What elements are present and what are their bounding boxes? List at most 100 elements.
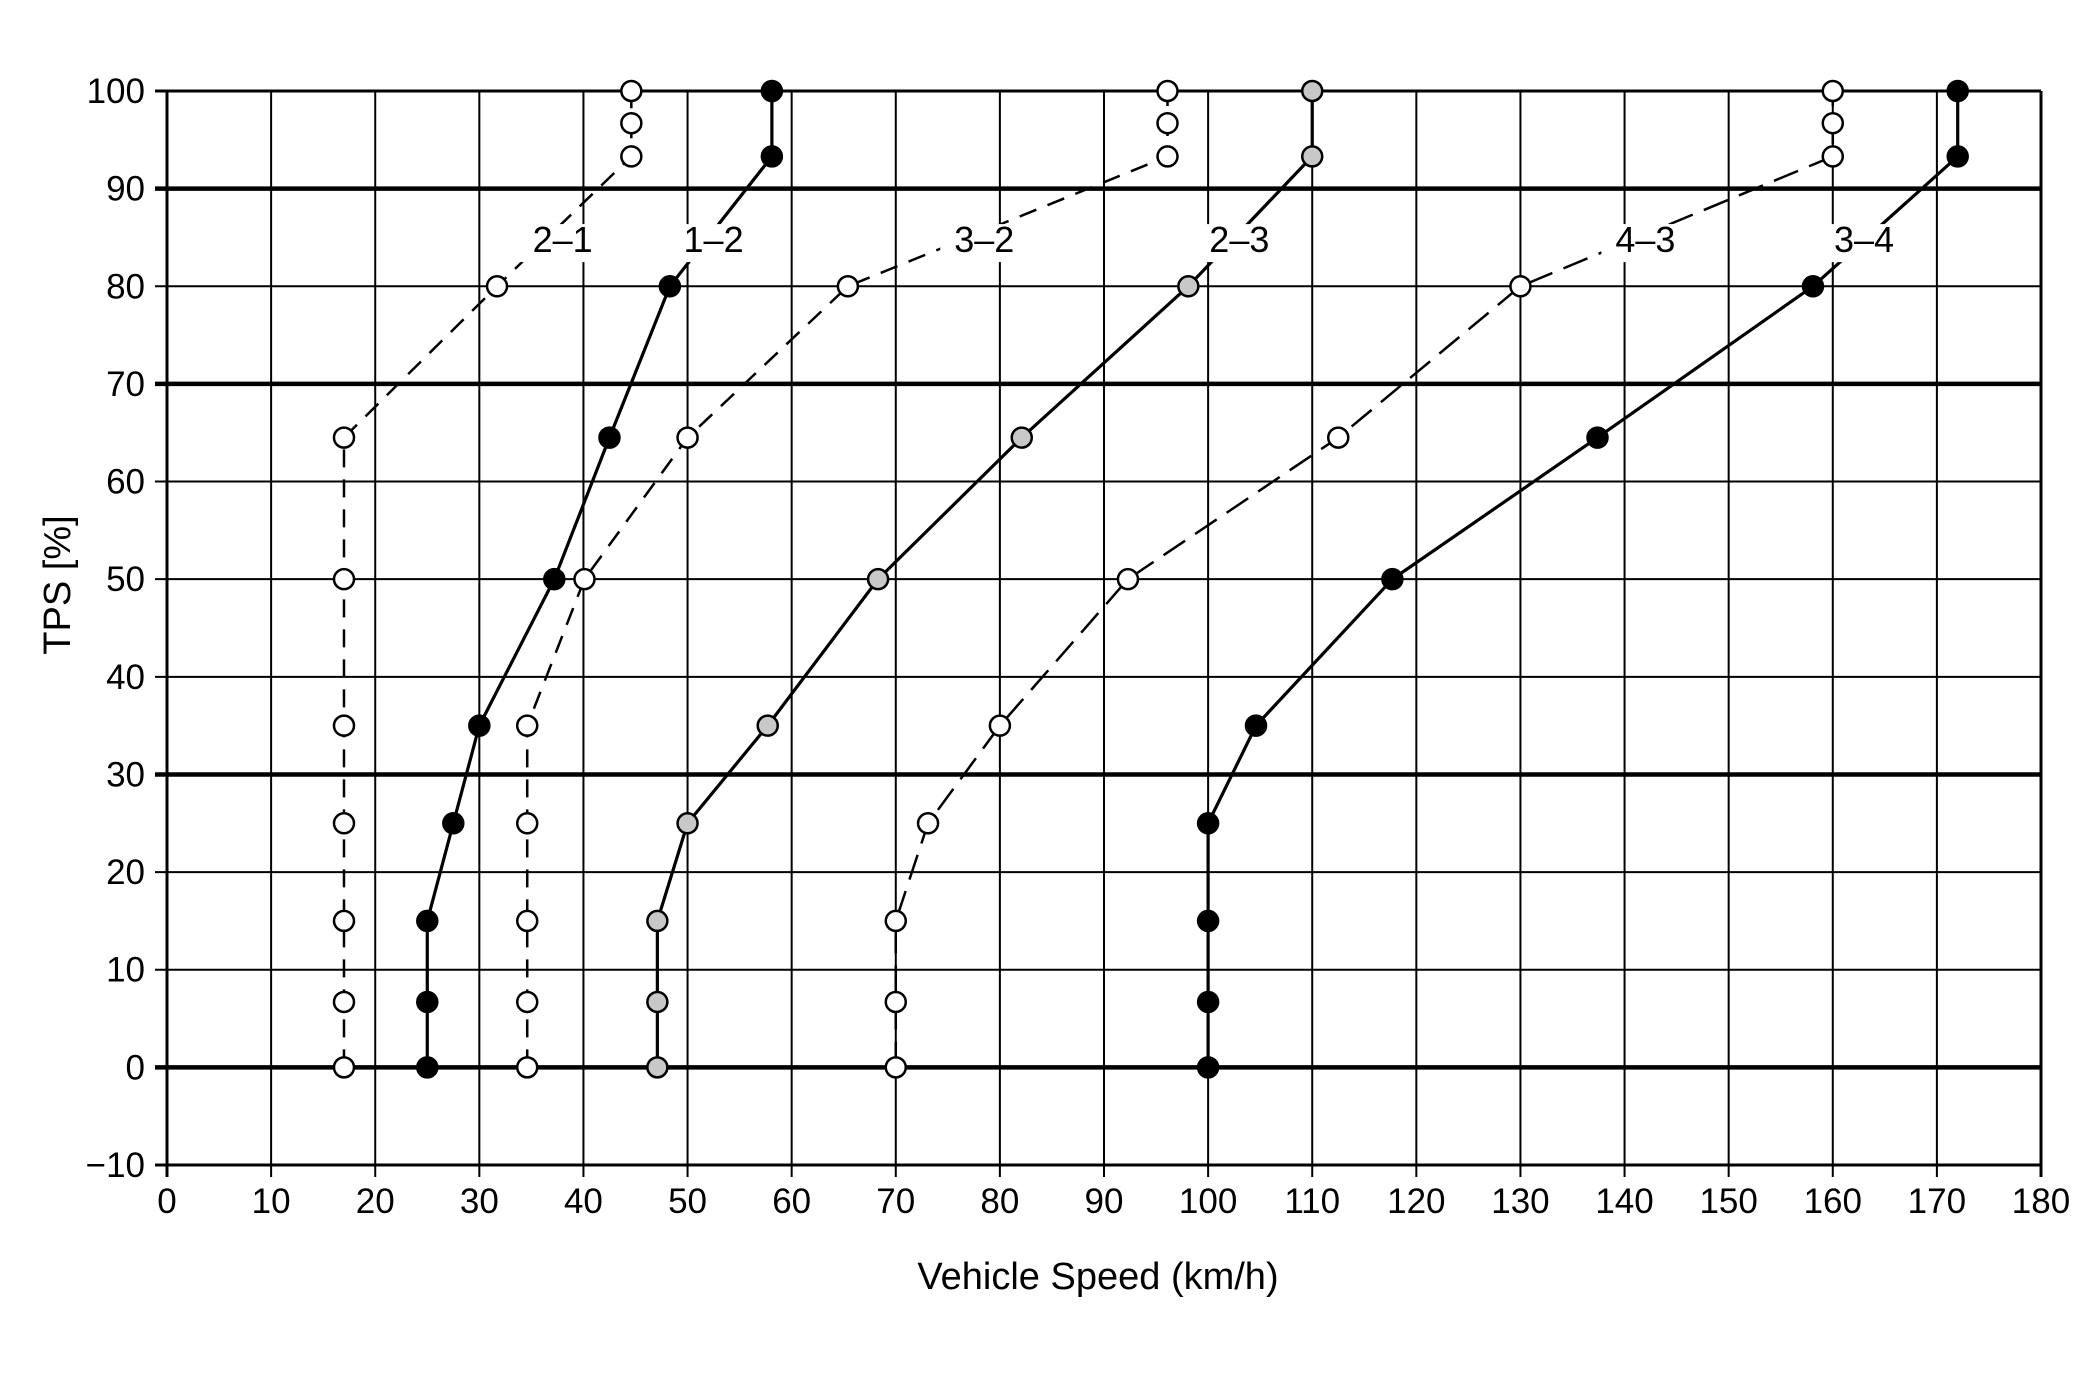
- data-point: [1177, 275, 1200, 298]
- data-point: [1946, 79, 1969, 103]
- series-label: 3–2: [954, 219, 1014, 260]
- data-point: [1586, 426, 1609, 449]
- y-tick-label: 80: [106, 267, 145, 306]
- data-point: [1156, 111, 1179, 135]
- data-point: [1244, 714, 1268, 737]
- data-point: [1156, 79, 1179, 103]
- data-point: [676, 812, 699, 835]
- data-point: [515, 812, 539, 835]
- data-point: [1116, 567, 1140, 591]
- x-tick-label: 110: [1284, 1182, 1340, 1221]
- data-point: [573, 567, 596, 591]
- x-tick-label: 50: [668, 1182, 707, 1221]
- x-tick-label: 20: [356, 1182, 395, 1221]
- series-label: 1–2: [684, 219, 744, 260]
- data-point: [646, 909, 669, 933]
- x-tick-label: 90: [1085, 1182, 1124, 1221]
- data-point: [756, 714, 779, 737]
- series-label: 3–4: [1834, 219, 1894, 260]
- data-point: [598, 426, 621, 449]
- data-point: [1509, 275, 1532, 298]
- data-point: [1821, 111, 1845, 135]
- grid: [155, 89, 2043, 1177]
- data-point: [1821, 79, 1845, 103]
- data-point: [1196, 909, 1220, 933]
- x-tick-label: 140: [1595, 1182, 1653, 1221]
- data-point: [332, 426, 356, 449]
- x-tick-label: 10: [252, 1182, 291, 1221]
- series-label-bg: [669, 224, 758, 263]
- series-label-bg: [518, 224, 607, 263]
- data-point: [646, 990, 669, 1014]
- x-tick-label: 150: [1699, 1182, 1757, 1221]
- data-point: [1300, 79, 1324, 103]
- data-point: [515, 1056, 539, 1079]
- data-point: [1196, 990, 1220, 1014]
- data-point: [332, 1056, 356, 1079]
- y-tick-label: 20: [106, 853, 145, 892]
- x-tick-label: 80: [980, 1182, 1019, 1221]
- series-label: 2–1: [533, 219, 593, 260]
- x-tick-label: 100: [1179, 1182, 1237, 1221]
- data-point: [332, 714, 356, 737]
- data-point: [866, 567, 890, 591]
- data-point: [332, 909, 356, 933]
- data-point: [646, 1056, 669, 1079]
- x-tick-label: 160: [1804, 1182, 1862, 1221]
- data-point: [468, 714, 491, 737]
- series-line-4: [894, 91, 1835, 1068]
- series-markers: [332, 79, 1969, 1079]
- series-label-bg: [1820, 224, 1909, 263]
- data-point: [485, 275, 509, 298]
- x-tick-label: 60: [772, 1182, 811, 1221]
- y-tick-label: 50: [106, 560, 145, 599]
- x-tick-label: 0: [157, 1182, 176, 1221]
- data-point: [836, 275, 860, 298]
- tick-labels: 0 10 20 30 40 50 60 70 80 90 100 110 120 130 140 150 160…: [86, 72, 2071, 1221]
- y-axis-title: TPS [%]: [37, 515, 79, 654]
- data-point: [620, 145, 643, 168]
- data-point: [760, 79, 784, 103]
- y-tick-label: 90: [106, 170, 145, 209]
- x-axis-title: Vehicle Speed (km/h): [917, 1256, 1278, 1298]
- data-point: [1327, 426, 1350, 449]
- series-line-3: [655, 91, 1314, 1068]
- data-point: [1381, 567, 1404, 591]
- y-tick-label: 70: [106, 365, 145, 404]
- y-tick-label: 100: [87, 72, 145, 111]
- series-label-bg: [1601, 224, 1690, 263]
- series-labels: 2–1 1–2 3–2 2–3 4–3 3–4: [518, 219, 1909, 263]
- data-point: [1801, 275, 1825, 298]
- series-line-5: [1206, 91, 1960, 1068]
- x-tick-label: 30: [460, 1182, 499, 1221]
- data-point: [1010, 426, 1034, 449]
- x-tick-label: 120: [1387, 1182, 1445, 1221]
- data-point: [1156, 145, 1179, 168]
- x-tick-label: 180: [2012, 1182, 2070, 1221]
- x-tick-label: 70: [876, 1182, 915, 1221]
- data-point: [1946, 145, 1969, 168]
- data-point: [416, 990, 439, 1014]
- data-point: [760, 145, 784, 168]
- series-label: 4–3: [1615, 219, 1675, 260]
- data-point: [884, 909, 908, 933]
- data-point: [1196, 812, 1220, 835]
- series-label-bg: [1195, 224, 1284, 263]
- data-point: [1821, 145, 1845, 168]
- y-tick-label: 40: [106, 658, 145, 697]
- y-tick-label: −10: [86, 1146, 145, 1185]
- data-point: [416, 1056, 439, 1079]
- data-point: [676, 426, 699, 449]
- data-point: [884, 990, 908, 1014]
- series-line-1: [425, 91, 774, 1068]
- data-point: [515, 990, 539, 1014]
- x-tick-label: 130: [1491, 1182, 1549, 1221]
- x-tick-label: 170: [1908, 1182, 1966, 1221]
- data-point: [442, 812, 465, 835]
- data-point: [1300, 145, 1324, 168]
- y-tick-label: 60: [106, 463, 145, 502]
- series-label-bg: [940, 224, 1029, 263]
- data-point: [332, 990, 356, 1014]
